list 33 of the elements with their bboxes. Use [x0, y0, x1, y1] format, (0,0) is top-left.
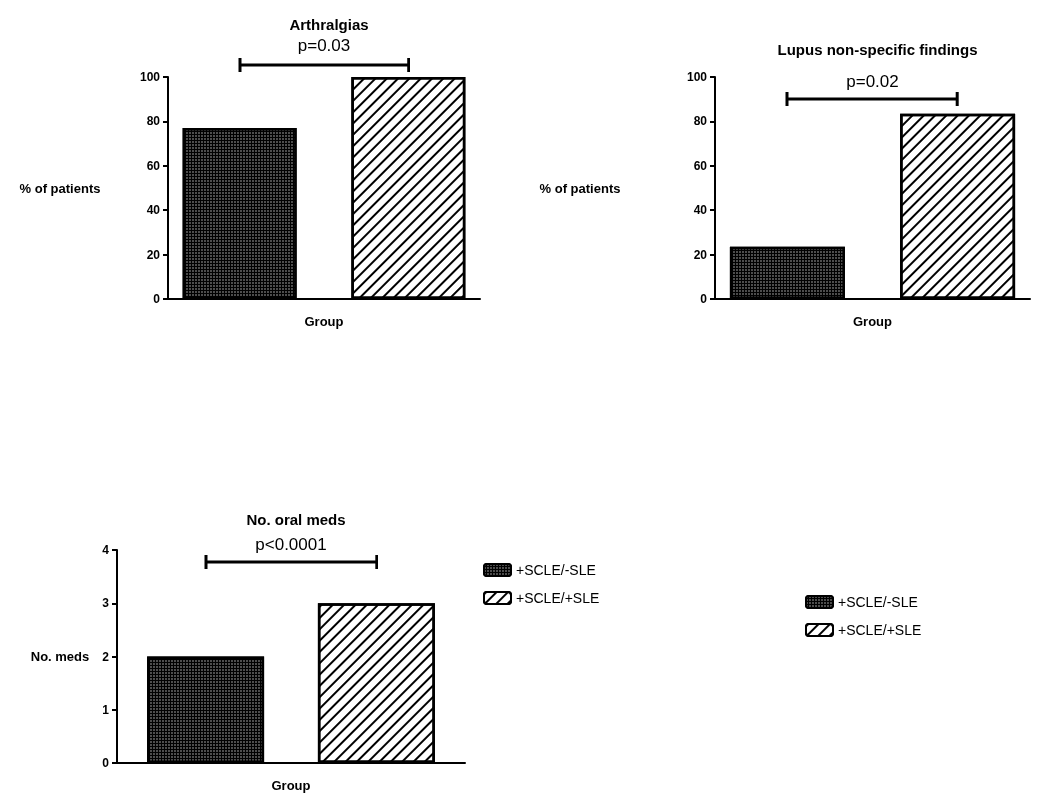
- y-tick-label: 1: [102, 702, 110, 717]
- legend-label: +SCLE/-SLE: [516, 562, 596, 578]
- x-axis-title: Group: [271, 778, 311, 793]
- annotation: p<0.0001: [255, 535, 327, 555]
- y-tick-label: 100: [139, 70, 161, 84]
- y-axis-title: No. meds: [30, 649, 90, 664]
- y-tick-label: 40: [146, 203, 161, 218]
- y-tick-label: 4: [102, 543, 110, 557]
- y-tick-label: 3: [102, 596, 110, 611]
- text: p=0.03: [297, 36, 351, 56]
- legend-label: +SCLE/-SLE: [838, 594, 918, 610]
- annotation: p=0.02: [846, 72, 899, 92]
- y-tick-label: 60: [146, 158, 161, 173]
- chart-title: No. oral meds: [246, 511, 346, 528]
- chart-title: Lupus non-specific findings: [777, 41, 978, 58]
- x-axis-title: Group: [304, 314, 344, 329]
- y-tick-label: 40: [693, 203, 708, 218]
- y-tick-label: 80: [146, 114, 161, 129]
- y-axis-title: % of patients: [19, 180, 101, 196]
- y-tick-label: 20: [693, 247, 708, 262]
- legend-label: +SCLE/+SLE: [838, 622, 922, 638]
- legend-label: +SCLE/+SLE: [516, 590, 600, 606]
- chart-title: Arthralgias: [289, 16, 369, 33]
- y-axis-title: % of patients: [539, 180, 621, 196]
- y-tick-label: 20: [146, 247, 161, 262]
- y-tick-label: 2: [102, 649, 110, 664]
- y-tick-label: 0: [153, 292, 161, 306]
- y-tick-label: 0: [102, 756, 110, 770]
- y-tick-label: 100: [686, 70, 708, 84]
- y-tick-label: 60: [693, 158, 708, 173]
- x-axis-title: Group: [853, 314, 893, 329]
- y-tick-label: 80: [693, 114, 708, 129]
- y-tick-label: 0: [700, 292, 708, 306]
